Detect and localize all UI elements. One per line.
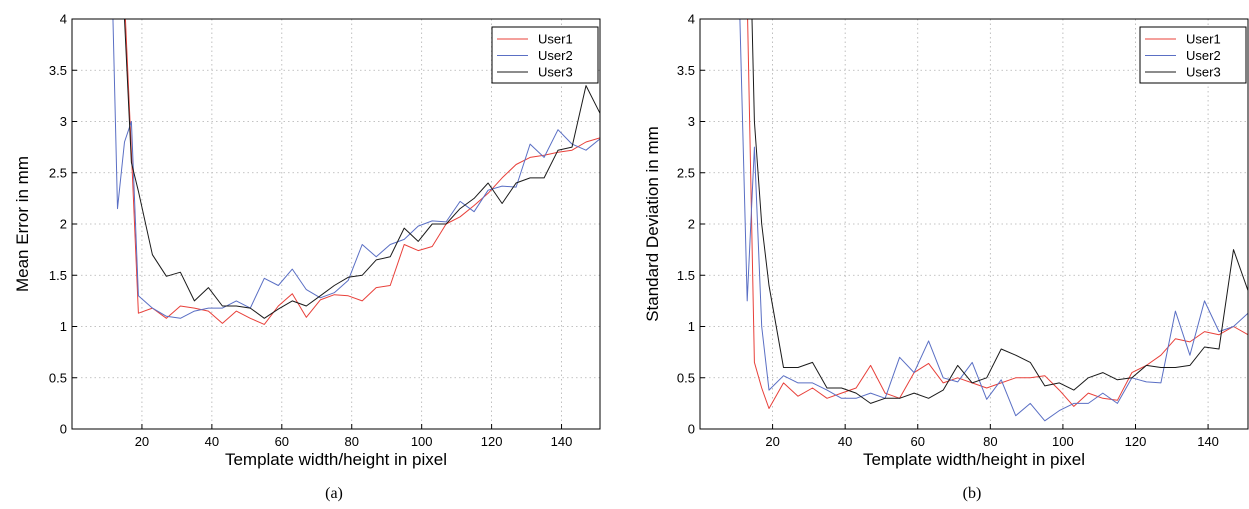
y-axis-label-b: Standard Deviation in mm (643, 126, 662, 322)
x-axis-label-a: Template width/height in pixel (225, 450, 447, 469)
x-tick-label-a-3: 80 (345, 434, 359, 449)
legend-label-user1-a: User1 (538, 32, 573, 47)
caption-b: (b) (963, 485, 982, 502)
y-tick-label-b-6: 3 (688, 114, 695, 129)
x-tick-label-b-5: 120 (1125, 434, 1147, 449)
chart-panel-a: 20 40 60 80 100 120 140 0 0.5 1 1.5 2 2.5 3 3.5 4 User1… (13, 12, 601, 502)
series-line-user1-b (747, 19, 1248, 409)
y-tick-label-a-2: 1 (60, 319, 67, 334)
y-tick-label-b-2: 1 (688, 319, 695, 334)
legend-label-user1-b: User1 (1186, 32, 1221, 47)
x-tick-label-a-4: 100 (411, 434, 433, 449)
x-tick-label-b-0: 20 (765, 434, 779, 449)
y-tick-label-b-4: 2 (688, 217, 695, 232)
legend-label-user3-a: User3 (538, 65, 573, 80)
axis-ticks-a: 20 40 60 80 100 120 140 0 0.5 1 1.5 2 2.5 3 3.5 4 (49, 12, 572, 450)
x-tick-label-a-2: 60 (275, 434, 289, 449)
x-tick-label-a-1: 40 (205, 434, 219, 449)
y-tick-label-b-7: 3.5 (677, 63, 695, 78)
legend-label-user3-b: User3 (1186, 65, 1221, 80)
y-tick-label-a-6: 3 (60, 114, 67, 129)
series-line-user3-b (751, 19, 1248, 404)
x-tick-label-b-2: 60 (911, 434, 925, 449)
caption-a: (a) (325, 485, 343, 502)
series-line-user3-a (123, 19, 600, 319)
y-tick-label-a-8: 4 (60, 12, 67, 27)
legend-label-user2-a: User2 (538, 48, 573, 63)
series-lines-b (739, 19, 1248, 422)
y-tick-label-a-5: 2.5 (49, 165, 67, 180)
y-axis-label-a: Mean Error in mm (13, 156, 32, 292)
axis-ticks-b: 20 40 60 80 100 120 140 0 0.5 1 1.5 2 2.5 3 3.5 4 (677, 12, 1219, 450)
x-tick-label-b-4: 100 (1052, 434, 1074, 449)
y-tick-label-b-3: 1.5 (677, 268, 695, 283)
y-tick-label-a-1: 0.5 (49, 370, 67, 385)
legend-label-user2-b: User2 (1186, 48, 1221, 63)
y-tick-label-b-8: 4 (688, 12, 695, 27)
series-lines-a (112, 19, 600, 325)
y-tick-label-b-0: 0 (688, 422, 695, 437)
grid-a (72, 18, 600, 430)
x-tick-label-b-3: 80 (983, 434, 997, 449)
y-tick-label-b-1: 0.5 (677, 370, 695, 385)
y-tick-label-b-5: 2.5 (677, 165, 695, 180)
x-tick-label-a-6: 140 (551, 434, 573, 449)
x-tick-label-b-1: 40 (838, 434, 852, 449)
y-tick-label-a-4: 2 (60, 217, 67, 232)
x-tick-label-a-0: 20 (135, 434, 149, 449)
x-tick-label-a-5: 120 (481, 434, 503, 449)
y-tick-label-a-3: 1.5 (49, 268, 67, 283)
chart-panel-b: 20 40 60 80 100 120 140 0 0.5 1 1.5 2 2.5 3 3.5 4 User1… (643, 12, 1249, 502)
x-tick-label-b-6: 140 (1197, 434, 1219, 449)
y-tick-label-a-7: 3.5 (49, 63, 67, 78)
x-axis-label-b: Template width/height in pixel (863, 450, 1085, 469)
y-tick-label-a-0: 0 (60, 422, 67, 437)
